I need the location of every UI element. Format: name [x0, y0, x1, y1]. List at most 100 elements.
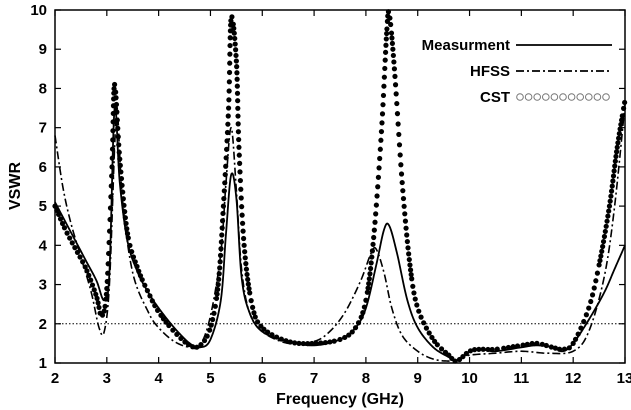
legend-label: HFSS: [470, 63, 510, 80]
cst-data-point: [387, 15, 393, 21]
cst-data-point: [72, 245, 78, 251]
cst-data-point: [374, 193, 380, 199]
x-tick-label: 5: [206, 370, 214, 387]
legend-cst-marker: [602, 93, 610, 101]
cst-data-point: [384, 30, 390, 37]
cst-data-point: [250, 304, 256, 310]
x-tick-label: 12: [565, 370, 582, 387]
cst-data-point: [236, 136, 242, 143]
cst-data-point: [247, 290, 253, 296]
cst-data-point: [602, 228, 608, 235]
x-tick-label: 10: [461, 370, 478, 387]
x-tick-label: 6: [258, 370, 266, 387]
cst-data-point: [55, 211, 62, 218]
cst-data-point: [400, 195, 407, 202]
x-axis-ticks: 2 3 4 5 6 7 8 9 10 11 12 13: [51, 10, 631, 387]
cst-data-point: [204, 333, 210, 339]
cst-data-point: [407, 267, 414, 273]
cst-data-point: [120, 189, 126, 195]
cst-data-point: [383, 42, 389, 48]
cst-data-point: [463, 350, 469, 357]
cst-data-point: [238, 186, 244, 192]
cst-data-point: [80, 259, 86, 265]
cst-data-point: [67, 235, 73, 241]
cst-data-point: [237, 177, 243, 184]
cst-data-point: [368, 260, 374, 266]
cst-data-point: [121, 202, 127, 208]
cst-data-point: [520, 342, 526, 348]
cst-data-point: [210, 316, 216, 323]
cst-data-point: [607, 198, 613, 204]
cst-data-point: [618, 117, 625, 123]
cst-data-point: [186, 342, 192, 348]
cst-data-point: [182, 339, 188, 345]
cst-data-point: [201, 337, 208, 344]
cst-data-point: [217, 265, 223, 271]
cst-data-point: [406, 256, 412, 263]
cst-data-point: [190, 344, 196, 350]
cst-data-point: [273, 334, 280, 340]
cst-data-point: [322, 339, 329, 346]
cst-data-point: [494, 346, 500, 352]
cst-data-point: [423, 325, 430, 331]
cst-data-point: [612, 163, 618, 169]
cst-data-point: [91, 287, 97, 293]
cst-data-point: [215, 286, 221, 293]
cst-data-point: [600, 238, 607, 245]
cst-data-point: [208, 322, 214, 328]
cst-data-point: [438, 346, 445, 352]
cst-data-point: [237, 160, 243, 166]
cst-data-point: [96, 304, 102, 311]
cst-data-point: [106, 239, 112, 246]
cst-data-point: [107, 216, 113, 223]
cst-data-point: [376, 165, 382, 171]
cst-data-point: [113, 95, 119, 101]
cst-data-point: [226, 69, 233, 76]
cst-data-point: [375, 174, 381, 180]
cst-data-point: [216, 276, 222, 282]
cst-data-point: [485, 346, 491, 353]
cst-data-point: [389, 40, 395, 47]
cst-data-point: [395, 121, 401, 127]
series-cst-points: [52, 9, 628, 364]
cst-data-point: [391, 59, 397, 65]
cst-data-point: [609, 183, 615, 189]
cst-data-point: [110, 137, 116, 143]
cst-data-point: [591, 285, 597, 291]
cst-data-point: [566, 345, 572, 351]
cst-data-point: [243, 261, 249, 267]
cst-data-point: [539, 341, 545, 347]
cst-data-point: [418, 314, 424, 320]
cst-data-point: [116, 149, 122, 155]
cst-data-point: [74, 249, 81, 256]
cst-data-point: [429, 334, 435, 341]
cst-data-point: [611, 168, 617, 174]
cst-data-point: [404, 232, 410, 238]
cst-data-point: [232, 41, 238, 47]
cst-data-point: [467, 348, 474, 354]
x-tick-label: 7: [310, 370, 318, 387]
cst-data-point: [327, 339, 333, 345]
cst-data-point: [224, 129, 231, 136]
legend-cst-marker: [567, 93, 576, 101]
cst-data-point: [211, 310, 217, 316]
cst-data-point: [69, 240, 75, 246]
x-tick-label: 11: [513, 370, 529, 387]
cst-data-point: [401, 203, 407, 209]
cst-data-point: [613, 153, 619, 160]
cst-data-point: [233, 58, 239, 64]
cst-data-point: [616, 135, 622, 141]
cst-data-point: [244, 271, 250, 278]
cst-data-point: [134, 263, 140, 270]
y-axis-ticks: 1 2 3 4 5 6 7 8 9 10: [30, 2, 625, 372]
cst-data-point: [300, 340, 306, 347]
cst-data-point: [234, 64, 240, 70]
cst-data-point: [622, 99, 628, 106]
cst-data-point: [142, 282, 148, 288]
cst-data-point: [129, 249, 135, 255]
cst-data-point: [365, 285, 371, 291]
cst-data-point: [115, 134, 121, 140]
cst-data-point: [105, 261, 111, 267]
cst-data-point: [227, 35, 233, 41]
cst-data-point: [104, 285, 110, 292]
